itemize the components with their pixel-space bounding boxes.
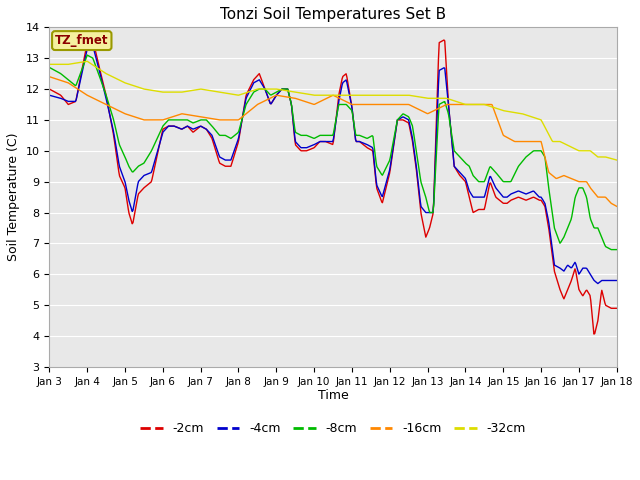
-16cm — [403, 102, 410, 108]
-4cm — [420, 207, 428, 213]
-32cm — [45, 61, 53, 67]
Line: -2cm: -2cm — [49, 40, 617, 334]
-32cm — [403, 92, 411, 98]
-8cm — [173, 117, 180, 123]
-32cm — [83, 59, 91, 64]
-16cm — [419, 108, 426, 114]
-32cm — [420, 95, 428, 100]
-8cm — [115, 139, 123, 145]
-8cm — [83, 52, 91, 58]
-16cm — [45, 74, 53, 80]
-8cm — [607, 247, 615, 252]
-32cm — [173, 89, 180, 95]
Title: Tonzi Soil Temperatures Set B: Tonzi Soil Temperatures Set B — [220, 7, 446, 22]
-2cm — [403, 119, 411, 125]
-2cm — [56, 92, 63, 97]
-16cm — [56, 77, 63, 83]
Line: -8cm: -8cm — [49, 55, 617, 250]
-2cm — [45, 86, 53, 92]
-16cm — [114, 108, 122, 113]
Line: -32cm: -32cm — [49, 61, 617, 160]
-32cm — [115, 77, 123, 83]
-16cm — [613, 204, 621, 209]
X-axis label: Time: Time — [317, 389, 348, 402]
-32cm — [56, 61, 63, 67]
Line: -4cm: -4cm — [49, 46, 617, 284]
-4cm — [45, 92, 53, 98]
-8cm — [56, 70, 63, 76]
-8cm — [403, 113, 411, 119]
-2cm — [420, 223, 428, 228]
-8cm — [613, 247, 621, 252]
Line: -16cm: -16cm — [49, 77, 617, 206]
-32cm — [203, 87, 211, 93]
-2cm — [115, 169, 123, 175]
Text: TZ_fmet: TZ_fmet — [55, 34, 109, 47]
-4cm — [56, 95, 63, 101]
-4cm — [613, 277, 621, 283]
-2cm — [89, 37, 97, 43]
Legend: -2cm, -4cm, -8cm, -16cm, -32cm: -2cm, -4cm, -8cm, -16cm, -32cm — [135, 418, 531, 440]
Y-axis label: Soil Temperature (C): Soil Temperature (C) — [7, 133, 20, 262]
-4cm — [89, 43, 97, 49]
-2cm — [173, 124, 180, 130]
-2cm — [203, 126, 211, 132]
-4cm — [203, 126, 211, 132]
-2cm — [590, 331, 598, 337]
-8cm — [45, 64, 53, 70]
-4cm — [173, 124, 180, 130]
-8cm — [420, 187, 428, 193]
-16cm — [172, 113, 179, 119]
-32cm — [613, 157, 621, 163]
-16cm — [202, 115, 209, 120]
-4cm — [594, 281, 602, 287]
-4cm — [403, 116, 411, 122]
-4cm — [115, 160, 123, 166]
-8cm — [203, 117, 211, 123]
-2cm — [613, 305, 621, 311]
